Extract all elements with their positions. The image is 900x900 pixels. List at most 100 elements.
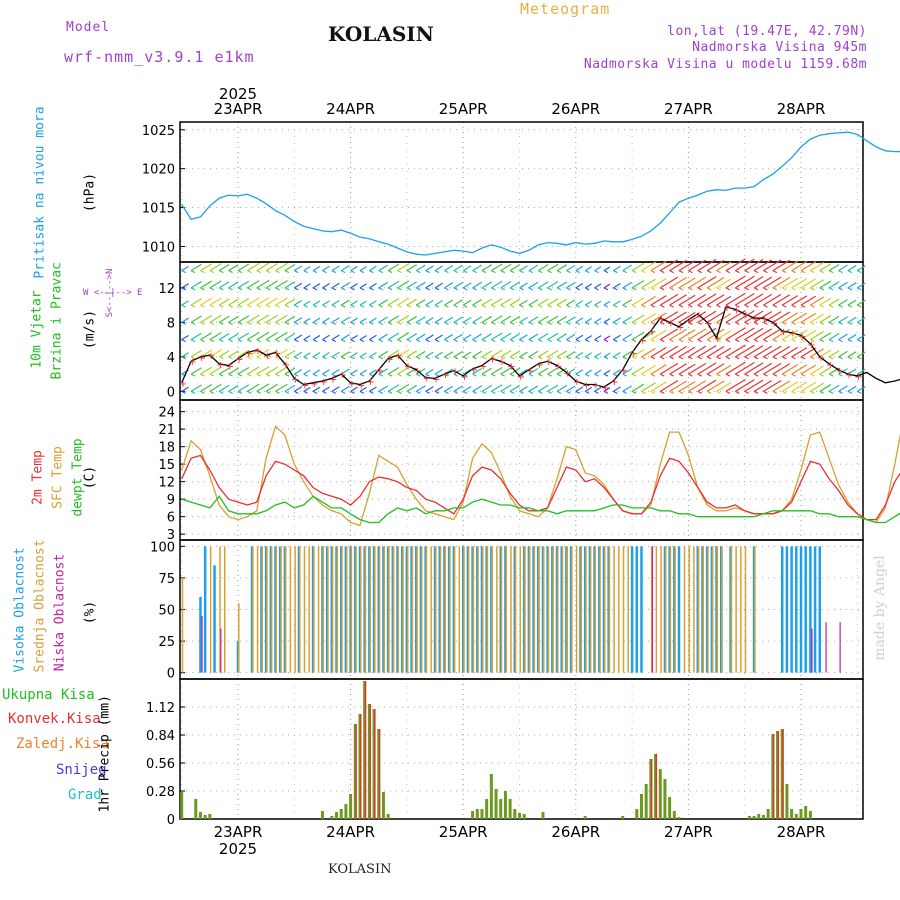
- wind-barb: [369, 334, 377, 341]
- wind-barb-tail: [350, 304, 355, 308]
- legend-snow: Snijeg: [56, 762, 107, 778]
- wind-barb: [509, 384, 521, 392]
- wind-barb-tail: [247, 321, 252, 325]
- wind-barb-tail: [669, 339, 674, 343]
- wind-barb-tail: [387, 321, 393, 325]
- wind-barb: [453, 264, 463, 272]
- wind-barb-tail: [434, 373, 440, 377]
- wind-barb: [800, 347, 817, 358]
- wind-barb-tail: [256, 390, 262, 394]
- wind-barb: [772, 380, 791, 392]
- wind-barb-tail: [838, 321, 843, 325]
- wind-barb-tail: [744, 321, 749, 325]
- wind-barb: [856, 351, 866, 358]
- wind-barb: [735, 327, 755, 341]
- wind-barb: [547, 315, 559, 323]
- wind-barb-tail: [631, 356, 637, 360]
- wind-barb: [453, 281, 463, 289]
- wind-barb: [444, 351, 454, 358]
- wind-barb-tail: [200, 321, 205, 325]
- wind-barb-tail: [331, 373, 337, 377]
- wind-barb: [659, 362, 679, 375]
- wind-barb: [584, 317, 593, 323]
- wind-barb: [181, 386, 189, 392]
- wind-barb-tail: [218, 339, 224, 343]
- wind-barb: [650, 381, 667, 392]
- wind-barb-tail: [847, 304, 853, 308]
- precip-bar: [752, 816, 756, 819]
- wind-barb: [209, 332, 222, 341]
- wind-gust-marker: +: [563, 368, 571, 379]
- wind-barb-tail: [697, 321, 703, 325]
- wind-barb: [753, 293, 773, 306]
- wind-barb: [247, 383, 260, 392]
- y-tick-label: 9: [167, 493, 175, 508]
- y-tick-label: 4: [167, 351, 175, 366]
- wind-barb-tail: [350, 321, 355, 325]
- wind-barb: [181, 283, 189, 289]
- wind-barb-tail: [312, 304, 318, 308]
- wind-barb-tail: [744, 390, 749, 394]
- wind-barb: [688, 311, 707, 323]
- wind-barb-tail: [781, 304, 787, 308]
- wind-barb-tail: [669, 304, 674, 308]
- wind-barb: [744, 345, 764, 358]
- conv-precip-bar: [773, 734, 775, 819]
- wind-barb-tail: [200, 270, 205, 274]
- wind-barb: [725, 361, 746, 375]
- wind-barb-tail: [284, 304, 290, 308]
- wind-barb: [444, 282, 454, 289]
- wind-barb: [340, 299, 350, 306]
- wind-barb-tail: [275, 390, 280, 394]
- wind-barb-tail: [556, 321, 562, 325]
- wind-gust-marker: +: [601, 383, 609, 394]
- wind-barb: [218, 367, 230, 375]
- wind-barb: [462, 299, 472, 306]
- wind-barb: [265, 314, 278, 323]
- wind-barb: [528, 385, 539, 392]
- wind-barb-tail: [369, 304, 374, 308]
- wind-barb-tail: [547, 287, 552, 291]
- wind-barb-tail: [631, 287, 637, 291]
- precip-bar: [518, 813, 521, 819]
- wind-barb: [575, 334, 584, 341]
- wind-barb-tail: [218, 270, 224, 274]
- wind-barb-tail: [406, 339, 412, 343]
- wind-barb: [340, 334, 350, 341]
- wind-barb-tail: [659, 339, 665, 343]
- wind-barb-tail: [462, 287, 468, 291]
- wind-barb-tail: [275, 270, 280, 274]
- wind-barb: [340, 368, 350, 375]
- wind-barb-tail: [688, 304, 693, 308]
- precip-bar: [649, 759, 653, 819]
- wind-barb-tail: [772, 304, 778, 308]
- wind-barb: [847, 351, 857, 358]
- wind-barb-tail: [481, 270, 487, 274]
- wind-barb: [706, 328, 725, 341]
- wind-barb: [659, 276, 679, 289]
- precip-bar: [644, 784, 648, 819]
- wind-barb: [462, 368, 472, 375]
- wind-barb: [425, 368, 434, 375]
- wind-barb: [800, 278, 817, 289]
- wind-barb: [190, 384, 202, 392]
- day-label-top: 24APR: [326, 100, 375, 118]
- wind-barb-tail: [575, 390, 581, 394]
- wind-barb-tail: [810, 270, 815, 274]
- wind-barb-tail: [275, 373, 280, 377]
- precip-bar: [471, 811, 475, 819]
- wind-barb: [312, 300, 321, 306]
- wind-barb-tail: [453, 287, 459, 291]
- wind-barb-tail: [247, 356, 252, 360]
- wind-barb-tail: [312, 339, 318, 343]
- wind-barb: [218, 263, 230, 272]
- wind-barb-tail: [791, 321, 796, 325]
- wind-barb: [735, 310, 755, 323]
- wind-barb: [284, 332, 296, 341]
- wind-gust-marker: +: [723, 303, 731, 314]
- wind-barb-tail: [781, 390, 787, 394]
- wind-barb: [462, 385, 472, 392]
- wind-barb-tail: [416, 304, 421, 308]
- wind-barb-tail: [566, 356, 571, 360]
- wind-barb-tail: [613, 390, 618, 394]
